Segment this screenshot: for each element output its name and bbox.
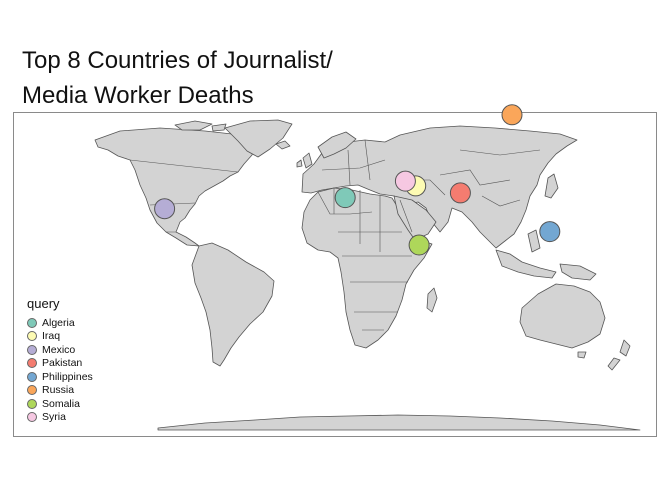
legend-item-russia: Russia xyxy=(27,384,93,398)
country-borders xyxy=(129,139,541,331)
legend-swatch xyxy=(27,317,37,328)
map-title-line-2: Media Worker Deaths xyxy=(22,82,254,109)
marker-russia xyxy=(501,104,523,126)
arctic-islands xyxy=(174,120,227,132)
legend-label: Somalia xyxy=(42,397,80,410)
legend-item-syria: Syria xyxy=(27,411,93,425)
legend-swatch xyxy=(27,398,37,409)
marker-philippines xyxy=(539,221,561,243)
legend-label: Mexico xyxy=(42,343,76,356)
marker-layer xyxy=(154,104,561,256)
legend-swatch xyxy=(27,344,37,355)
legend-label: Pakistan xyxy=(42,357,83,370)
legend-item-pakistan: Pakistan xyxy=(27,357,93,371)
legend-item-somalia: Somalia xyxy=(27,397,93,411)
map-legend: query Algeria Iraq Mexico Pakistan Philippin… xyxy=(27,296,93,424)
legend-item-mexico: Mexico xyxy=(27,343,93,357)
map-title-line-1: Top 8 Countries of Journalist/ xyxy=(22,47,333,74)
madagascar xyxy=(426,287,438,313)
land-layer xyxy=(94,119,641,431)
legend-swatch xyxy=(27,358,37,369)
legend-label: Algeria xyxy=(42,316,75,329)
legend-swatch xyxy=(27,412,37,423)
legend-item-algeria: Algeria xyxy=(27,316,93,330)
africa-landmass xyxy=(301,187,433,349)
marker-algeria xyxy=(334,187,356,209)
marker-mexico xyxy=(154,198,176,220)
legend-label: Philippines xyxy=(42,370,93,383)
north-america-landmass xyxy=(94,127,259,247)
new-zealand xyxy=(607,339,631,371)
marker-somalia xyxy=(408,234,430,256)
british-isles xyxy=(296,152,313,169)
new-guinea xyxy=(559,263,597,281)
scandinavia-landmass xyxy=(317,131,357,159)
eurasia-landmass xyxy=(301,125,578,249)
iceland xyxy=(275,140,291,150)
legend-item-iraq: Iraq xyxy=(27,330,93,344)
legend-swatch xyxy=(27,371,37,382)
tasmania xyxy=(577,351,587,359)
southeast-asia-islands xyxy=(495,229,557,279)
marker-syria xyxy=(394,170,416,192)
legend-item-philippines: Philippines xyxy=(27,370,93,384)
legend-label: Iraq xyxy=(42,330,61,343)
legend-swatch xyxy=(27,385,37,396)
antarctica-landmass xyxy=(157,414,641,431)
arabia-landmass xyxy=(393,195,437,241)
legend-title: query xyxy=(27,296,60,311)
south-america-landmass xyxy=(191,242,275,367)
legend-label: Russia xyxy=(42,384,75,397)
australia-landmass xyxy=(519,283,606,349)
japan xyxy=(544,173,559,199)
legend-swatch xyxy=(27,331,37,342)
marker-pakistan xyxy=(449,182,471,204)
legend-label: Syria xyxy=(42,411,66,424)
